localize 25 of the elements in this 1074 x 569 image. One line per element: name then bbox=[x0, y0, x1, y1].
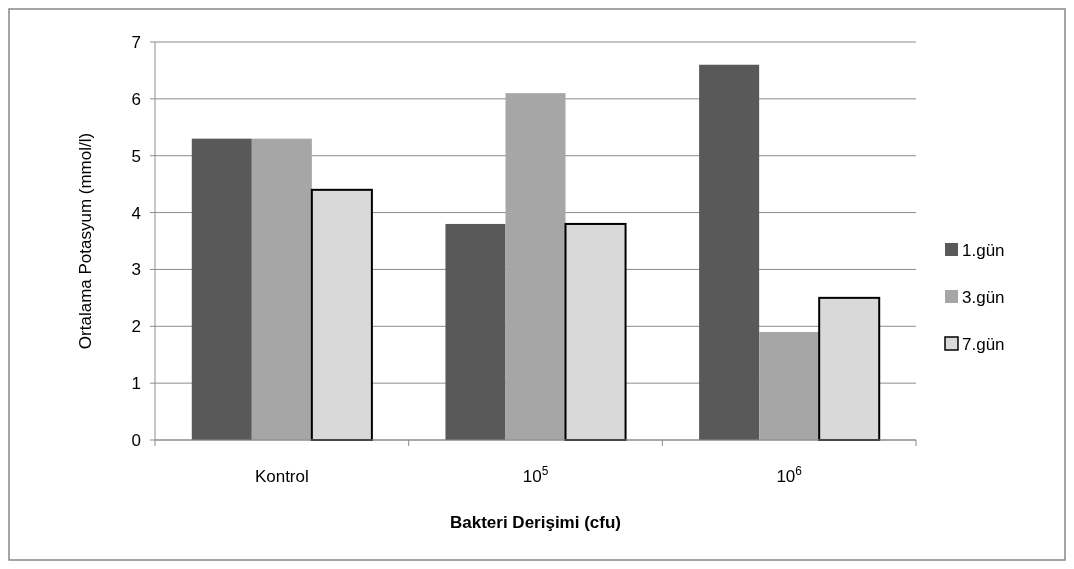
legend-label: 1.gün bbox=[962, 240, 1005, 260]
x-tick-label: Kontrol bbox=[254, 467, 309, 486]
x-tick-label: 10$^{6}$ bbox=[776, 464, 803, 486]
y-tick-label: 7 bbox=[131, 32, 141, 52]
bar bbox=[818, 296, 881, 441]
bar bbox=[310, 188, 373, 441]
y-tick-label: 0 bbox=[131, 430, 141, 450]
legend-label: 3.gün bbox=[962, 287, 1005, 307]
x-axis-title: Bakteri Derişimi (cfu) bbox=[450, 513, 621, 532]
bar bbox=[445, 223, 506, 440]
legend-label: 7.gün bbox=[962, 334, 1005, 354]
y-tick-label: 4 bbox=[131, 203, 141, 223]
x-tick-label: 10$^{5}$ bbox=[522, 464, 549, 486]
y-tick-label: 6 bbox=[131, 89, 141, 109]
y-axis-title: Ortalama Potasyum (mmol/l) bbox=[76, 132, 95, 350]
y-tick-label: 3 bbox=[131, 260, 141, 280]
bar bbox=[251, 138, 312, 440]
bar bbox=[505, 93, 566, 440]
bar bbox=[759, 331, 820, 440]
y-tick-label: 2 bbox=[131, 317, 141, 337]
bar bbox=[191, 138, 252, 440]
y-tick-label: 5 bbox=[131, 146, 141, 166]
bar bbox=[699, 64, 760, 440]
bar bbox=[564, 222, 627, 441]
y-tick-label: 1 bbox=[131, 374, 141, 394]
